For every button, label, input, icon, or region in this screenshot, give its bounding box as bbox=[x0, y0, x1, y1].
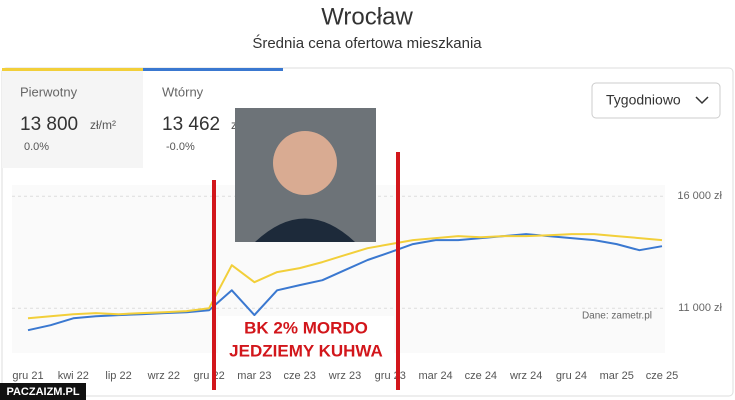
dropdown[interactable]: Tygodniowo bbox=[591, 82, 721, 119]
y-tick-label: 16 000 zł bbox=[677, 190, 722, 202]
title: Wrocław bbox=[321, 3, 413, 30]
tab-name: Pierwotny bbox=[20, 84, 78, 99]
tab-price: 13 800 bbox=[20, 114, 78, 135]
x-tick-label: lip 22 bbox=[105, 370, 131, 382]
tab-price: 13 462 bbox=[162, 114, 220, 135]
tab[interactable]: Pierwotny 13 800 zł/m² 0.0% bbox=[2, 68, 143, 168]
tab-indicator bbox=[2, 68, 143, 71]
x-tick-label: mar 25 bbox=[600, 370, 634, 382]
subtitle: Średnia cena ofertowa mieszkania bbox=[252, 34, 482, 52]
annotation: BK 2% MORDO bbox=[244, 318, 368, 337]
x-tick-label: mar 23 bbox=[237, 370, 271, 382]
x-tick-label: cze 24 bbox=[465, 370, 497, 382]
photo-suit bbox=[255, 218, 355, 242]
tab-bg bbox=[2, 70, 143, 168]
x-tick-label: cze 23 bbox=[284, 370, 316, 382]
watermark: PACZAIZM.PL bbox=[6, 386, 79, 398]
tab-name: Wtórny bbox=[162, 84, 204, 99]
x-tick-label: wrz 24 bbox=[509, 370, 542, 382]
x-tick-label: gru 23 bbox=[375, 370, 406, 382]
photo-face bbox=[273, 131, 337, 195]
source: Dane: zametr.pl bbox=[582, 311, 652, 322]
chevron bbox=[695, 96, 709, 105]
chart: 11 000 zł 16 000 zł gru 21 kwi 22 lip 22 wrz … bbox=[12, 190, 723, 382]
y-tick-label: 11 000 zł bbox=[678, 302, 722, 314]
x-tick-label: gru 22 bbox=[194, 370, 225, 382]
x-tick-label: cze 25 bbox=[646, 370, 678, 382]
dropdown-label: Tygodniowo bbox=[606, 92, 681, 108]
x-tick-label: mar 24 bbox=[418, 370, 452, 382]
x-tick-label: wrz 22 bbox=[147, 370, 180, 382]
tab-indicator bbox=[143, 68, 283, 71]
tab-change: 0.0% bbox=[24, 141, 49, 153]
annotation-bg bbox=[218, 316, 394, 366]
annotation: JEDZIEMY KUHWA bbox=[229, 341, 383, 360]
x-tick-label: gru 21 bbox=[12, 370, 43, 382]
x-tick-label: wrz 23 bbox=[328, 370, 361, 382]
series-line bbox=[27, 233, 663, 332]
tab-unit: zł/m² bbox=[90, 118, 116, 132]
watermark-bg bbox=[0, 383, 86, 400]
x-tick-label: gru 24 bbox=[556, 370, 587, 382]
tab-change: -0.0% bbox=[166, 141, 195, 153]
dropdown-box bbox=[591, 82, 721, 119]
x-tick-label: kwi 22 bbox=[58, 370, 89, 382]
series-line bbox=[27, 233, 663, 320]
